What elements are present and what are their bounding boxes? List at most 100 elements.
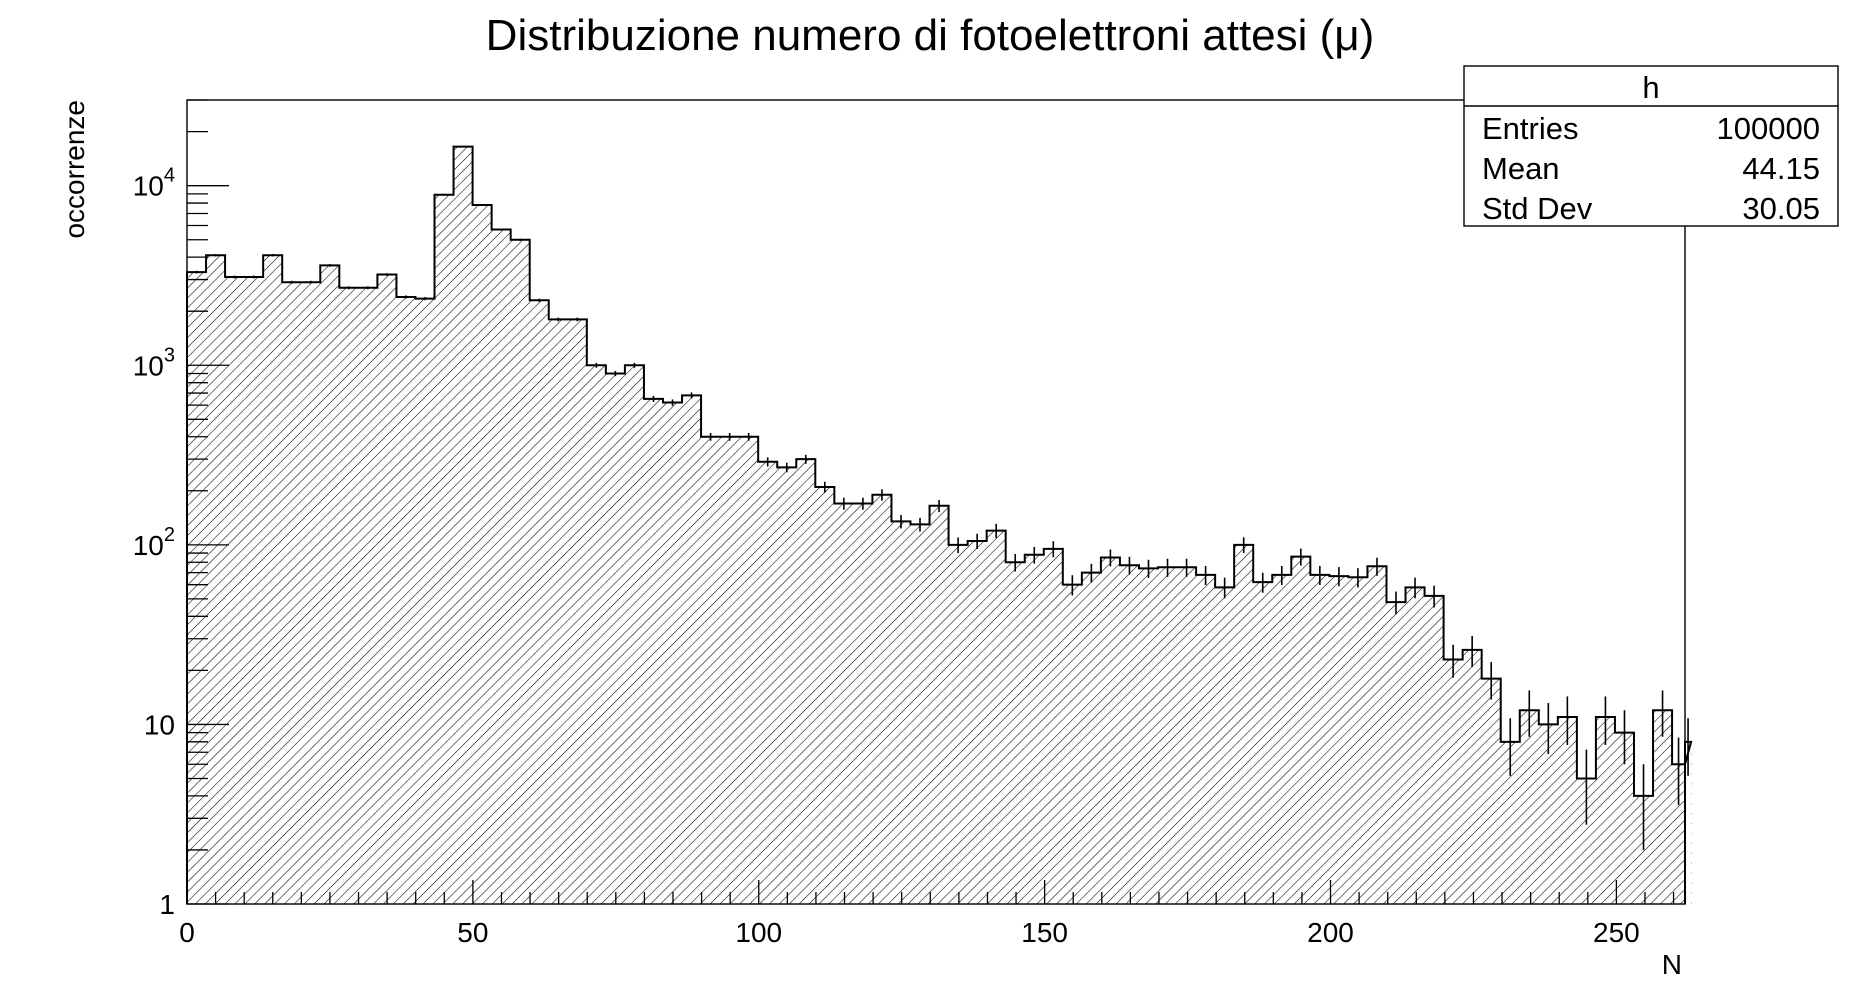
histogram-bar: [244, 277, 264, 904]
histogram-bar: [1100, 557, 1120, 904]
plot-frame: [186, 99, 1686, 905]
histogram-bar: [1500, 741, 1520, 904]
histogram-bar: [643, 398, 663, 904]
histogram-bar: [1481, 678, 1501, 904]
histogram-bar: [796, 459, 816, 904]
histogram-bar: [377, 274, 397, 905]
histogram-bar: [472, 205, 492, 904]
histogram-bar: [1043, 548, 1063, 904]
histogram-bar: [1253, 582, 1273, 904]
stats-value-mean: 44.15: [1742, 151, 1820, 186]
histogram-bar: [758, 461, 778, 904]
histogram-bar: [662, 402, 683, 904]
histogram-bars: [186, 145, 1693, 905]
histogram-bar: [853, 503, 873, 904]
y-tick-label: 104: [133, 165, 175, 202]
histogram-bar: [225, 277, 245, 904]
x-tick-label: 100: [735, 917, 782, 948]
histogram-bar: [1234, 544, 1254, 904]
histogram-bar: [1272, 574, 1292, 904]
histogram-bar: [187, 272, 207, 905]
stats-label-stddev: Std Dev: [1482, 191, 1593, 226]
histogram-bar: [282, 282, 302, 905]
stats-title: h: [1642, 70, 1659, 105]
histogram-bar: [1138, 568, 1159, 904]
histogram-bar: [263, 255, 283, 905]
histogram-bar: [491, 229, 511, 905]
x-axis-ticks: 0 50 100 150 200 250: [179, 880, 1675, 948]
histogram-bar: [1215, 587, 1235, 904]
histogram-bar: [339, 287, 359, 905]
histogram-bar: [910, 524, 930, 904]
histogram-bar: [1196, 574, 1216, 904]
stats-box: h Entries 100000 Mean 44.15 Std Dev 30.0…: [1463, 65, 1839, 227]
histogram-bar: [358, 287, 378, 905]
chart-title: Distribuzione numero di fotoelettroni at…: [486, 11, 1375, 60]
y-tick-label: 1: [159, 889, 175, 920]
histogram-bar: [1633, 795, 1654, 904]
histogram-bar: [567, 319, 587, 905]
histogram-bar: [1462, 649, 1482, 904]
histogram-bar: [301, 282, 321, 905]
histogram-bar: [1329, 576, 1349, 904]
histogram-bar: [1177, 567, 1197, 904]
histogram-bar: [1576, 778, 1596, 904]
histogram-bar: [1081, 572, 1101, 904]
histogram-bar: [434, 194, 454, 905]
histogram-bar: [605, 373, 625, 904]
histogram-bar: [586, 365, 606, 904]
histogram-bar: [1367, 566, 1387, 904]
histogram-bar: [1538, 724, 1558, 904]
histogram-bar: [1291, 556, 1311, 904]
histogram-bar: [1405, 587, 1425, 904]
histogram-bar: [701, 436, 721, 904]
histogram-bar: [1348, 577, 1368, 904]
histogram-bar: [815, 486, 835, 904]
histogram-bar: [1158, 567, 1178, 904]
histogram-bar: [320, 265, 340, 904]
y-tick-label: 10: [144, 709, 175, 740]
histogram-bar: [986, 530, 1006, 904]
histogram-bar: [453, 146, 473, 904]
histogram-bar: [891, 521, 911, 904]
histogram-bar: [1386, 602, 1406, 904]
histogram-bar: [1005, 562, 1025, 904]
x-tick-label: 150: [1021, 917, 1068, 948]
x-tick-label: 50: [457, 917, 488, 948]
stats-label-entries: Entries: [1482, 111, 1578, 146]
histogram-bar: [396, 296, 416, 904]
y-tick-label: 102: [133, 524, 175, 561]
histogram-bar: [1310, 574, 1330, 904]
y-tick-label: 103: [133, 344, 175, 381]
error-bars: [195, 146, 1689, 850]
histogram-bar: [777, 467, 797, 904]
histogram-bar: [1557, 716, 1577, 904]
histogram-bar: [720, 436, 740, 904]
x-tick-label: 200: [1307, 917, 1354, 948]
histogram-bar: [1691, 741, 1692, 904]
histogram-bar: [682, 395, 702, 904]
histogram-bar: [967, 541, 987, 904]
histogram-bar: [1024, 554, 1044, 904]
histogram-bar: [1614, 732, 1634, 904]
y-tick-exponent: 3: [164, 344, 175, 366]
histogram-bar: [872, 494, 892, 904]
histogram-bar: [548, 319, 568, 905]
histogram-bar: [510, 239, 530, 904]
histogram-bar: [1424, 595, 1444, 904]
y-tick-exponent: 2: [164, 524, 175, 546]
histogram-bar: [1119, 565, 1139, 904]
stats-value-stddev: 30.05: [1742, 191, 1820, 226]
histogram-bar: [1519, 710, 1539, 904]
histogram-bar: [529, 300, 549, 904]
histogram-bar: [929, 505, 949, 904]
x-axis-label: N: [1662, 949, 1682, 980]
histogram-bar: [834, 503, 854, 904]
y-tick-exponent: 4: [164, 165, 175, 187]
y-axis-label: occorrenze: [59, 100, 90, 239]
stats-label-mean: Mean: [1482, 151, 1560, 186]
histogram-bar: [1062, 584, 1082, 904]
stats-value-entries: 100000: [1717, 111, 1820, 146]
histogram-bar: [206, 255, 226, 905]
